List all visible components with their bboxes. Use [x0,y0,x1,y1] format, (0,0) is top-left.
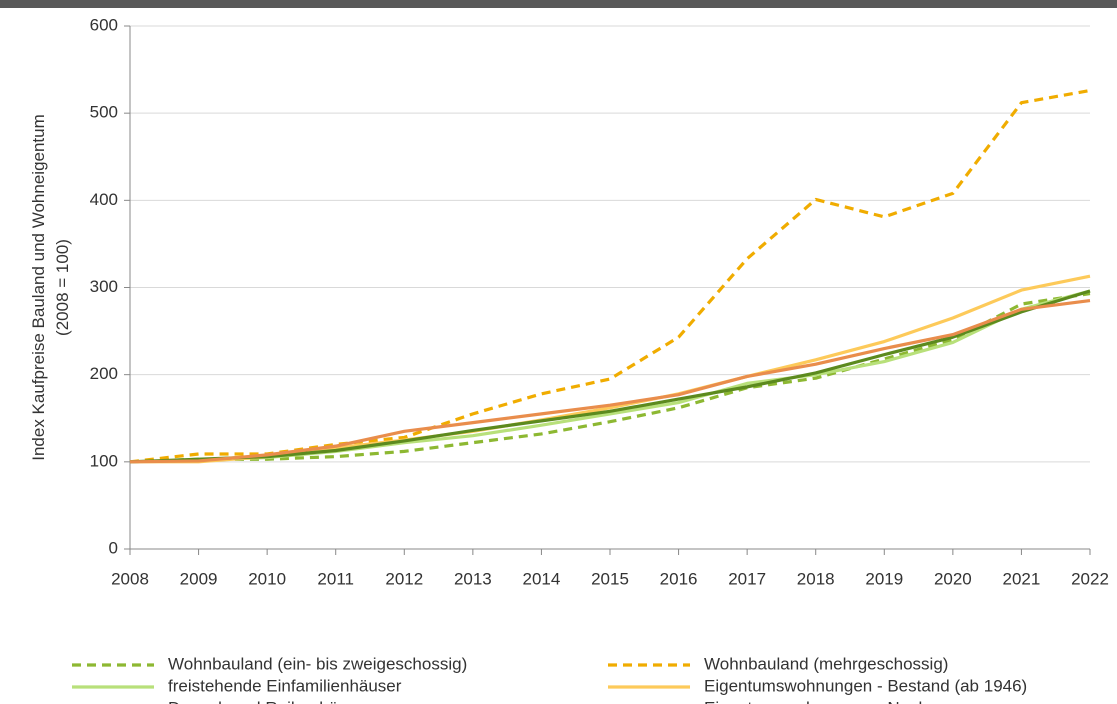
header-band [0,0,1117,8]
x-tick-label: 2019 [865,569,903,588]
legend-label: Doppel- und Reihenhäuser [168,698,372,704]
x-tick-label: 2018 [797,569,835,588]
series-line [130,274,1091,464]
y-axis-label-line: (2008 = 100) [53,239,72,336]
y-tick-label: 100 [90,451,118,470]
x-tick-label: 2022 [1071,569,1109,588]
x-tick-label: 2008 [111,569,149,588]
x-tick-label: 2011 [317,569,354,588]
y-tick-label: 400 [90,190,118,209]
legend-label: freistehende Einfamilienhäuser [168,676,402,695]
y-tick-label: 600 [90,15,118,34]
y-axis-label: Index Kaufpreise Bauland und Wohneigentu… [29,114,72,461]
series-line [129,289,1091,464]
y-axis-label-line: Index Kaufpreise Bauland und Wohneigentu… [29,114,48,461]
x-tick-label: 2012 [385,569,423,588]
legend-label: Wohnbauland (ein- bis zweigeschossig) [168,654,467,673]
series-line [129,298,1091,464]
y-tick-label: 0 [109,538,118,557]
legend-label: Eigentumswohnungen - Bestand (ab 1946) [704,676,1027,695]
legend-label: Eigentumswohnungen - Neubau [704,698,947,704]
x-tick-label: 2009 [180,569,218,588]
x-tick-label: 2010 [248,569,286,588]
x-tick-label: 2014 [523,569,561,588]
series-line [129,289,1091,464]
x-tick-label: 2016 [660,569,698,588]
x-tick-label: 2021 [1003,569,1041,588]
y-tick-label: 300 [90,277,118,296]
y-tick-label: 500 [90,103,118,122]
x-tick-label: 2020 [934,569,972,588]
x-tick-label: 2017 [728,569,766,588]
x-tick-label: 2015 [591,569,629,588]
x-tick-label: 2013 [454,569,492,588]
y-tick-label: 200 [90,364,118,383]
series-line [129,292,1091,464]
legend-label: Wohnbauland (mehrgeschossig) [704,654,948,673]
